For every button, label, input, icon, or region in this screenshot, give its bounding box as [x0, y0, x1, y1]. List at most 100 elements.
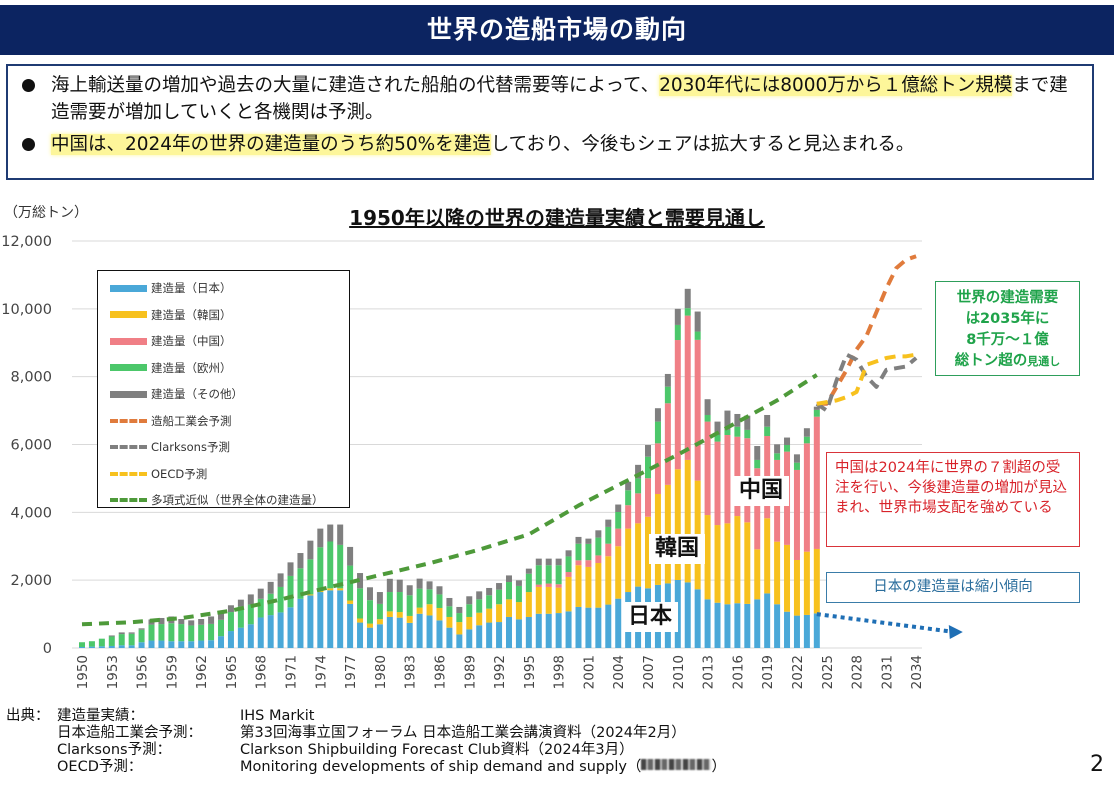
- x-tick-label: 2025: [820, 655, 836, 689]
- bullet2-text: しており、今後もシェアは拡大すると見込まれる。: [490, 134, 915, 155]
- bar-europe-2009: [664, 386, 671, 404]
- bar-europe-2015: [724, 429, 731, 436]
- bar-other-1979: [366, 587, 373, 601]
- bar-europe-1995: [525, 573, 532, 593]
- bar-korea-1973: [307, 594, 314, 596]
- bar-japan-1959: [168, 641, 175, 648]
- bar-europe-1990: [476, 599, 483, 613]
- legend-swatch: [110, 337, 147, 345]
- bar-europe-1956: [138, 629, 145, 643]
- bar-other-1980: [376, 592, 383, 604]
- bar-europe-2010: [674, 324, 681, 341]
- x-tick-label: 1950: [75, 655, 91, 689]
- bar-japan-1987: [446, 627, 453, 648]
- bar-europe-2012: [694, 331, 701, 340]
- bar-japan-2024: [813, 613, 820, 648]
- bar-europe-1976: [337, 544, 344, 589]
- y-tick-label: 12,000: [1, 234, 52, 250]
- bar-japan-1954: [118, 645, 125, 648]
- bar-other-2003: [605, 519, 612, 527]
- bar-europe-1996: [535, 565, 542, 585]
- bar-other-2006: [635, 464, 642, 479]
- x-tick-label: 2001: [581, 655, 597, 689]
- bar-japan-1979: [366, 627, 373, 648]
- chart-title: 1950年以降の世界の建造量実績と需要見通し: [0, 202, 1114, 231]
- arrow-right-icon: [948, 625, 963, 640]
- legend-item: Clarksons予測: [110, 434, 349, 461]
- x-tick-label: 2031: [879, 655, 895, 689]
- bar-europe-2021: [784, 445, 791, 452]
- bar-china-2010: [674, 340, 681, 470]
- annotation-japan: 日本の建造量は縮小傾向: [826, 572, 1080, 603]
- bar-japan-2015: [724, 604, 731, 648]
- bar-japan-1951: [88, 646, 95, 648]
- footer-prefix: 出典：: [6, 708, 50, 724]
- bar-korea-2018: [754, 549, 761, 600]
- x-tick-label: 1953: [105, 655, 121, 689]
- x-tick-label: 2019: [760, 655, 776, 689]
- redacted-text: [641, 759, 712, 770]
- bar-china-2002: [595, 555, 602, 564]
- bar-korea-2006: [635, 523, 642, 587]
- legend-label: 造船工業会予測: [151, 413, 232, 428]
- legend-item: 建造量（中国）: [110, 328, 349, 355]
- legend-item: 建造量（日本）: [110, 275, 349, 302]
- bar-japan-1962: [198, 640, 205, 648]
- line-polynomial-trend: [81, 373, 818, 627]
- bar-korea-1976: [337, 588, 344, 591]
- bar-europe-1967: [247, 604, 254, 625]
- bar-other-1984: [416, 578, 423, 589]
- bar-korea-2000: [575, 565, 582, 607]
- x-tick-label: 1968: [254, 655, 270, 689]
- bar-china-2014: [714, 441, 721, 526]
- bar-other-2001: [585, 538, 592, 544]
- bar-japan-2000: [575, 606, 582, 648]
- legend-item: 建造量（その他）: [110, 381, 349, 408]
- bar-korea-2010: [674, 469, 681, 580]
- bar-japan-2016: [734, 603, 741, 648]
- bar-europe-2006: [635, 478, 642, 494]
- bar-korea-2001: [585, 566, 592, 608]
- bar-japan-2002: [595, 607, 602, 648]
- bar-korea-1988: [456, 622, 463, 635]
- footer-label: Clarksons予測：: [57, 742, 172, 758]
- bar-europe-1993: [505, 582, 512, 600]
- bar-other-1967: [247, 594, 254, 605]
- bar-china-2000: [575, 560, 582, 566]
- bar-japan-1956: [138, 642, 145, 648]
- bar-europe-1980: [376, 603, 383, 620]
- bar-other-1982: [396, 579, 403, 593]
- bar-japan-2022: [793, 615, 800, 648]
- bar-china-2011: [684, 315, 691, 460]
- legend-item: 多項式近似（世界全体の建造量）: [110, 487, 349, 514]
- bar-korea-2005: [625, 528, 632, 593]
- bar-europe-1972: [297, 568, 304, 599]
- bullet-dot-icon: [22, 138, 35, 151]
- bar-other-1991: [486, 587, 493, 596]
- legend-swatch: [110, 364, 147, 372]
- bar-china-2018: [754, 468, 761, 550]
- bar-china-2024: [813, 416, 820, 549]
- footer-value: IHS Markit: [240, 708, 315, 724]
- bar-japan-1991: [486, 622, 493, 648]
- bar-china-2008: [654, 443, 661, 495]
- bar-japan-1998: [555, 613, 562, 648]
- bar-europe-1979: [366, 600, 373, 624]
- x-tick-label: 2034: [909, 655, 925, 689]
- bar-other-1969: [267, 581, 274, 594]
- bar-korea-1999: [565, 576, 572, 612]
- bar-other-2021: [784, 437, 791, 446]
- bar-other-1987: [446, 597, 453, 607]
- y-tick-label: 2,000: [10, 573, 52, 589]
- x-tick-label: 1983: [403, 655, 419, 689]
- bar-japan-2021: [784, 611, 791, 648]
- bar-japan-2004: [615, 598, 622, 648]
- bar-korea-2017: [744, 522, 751, 604]
- bar-japan-1974: [317, 592, 324, 648]
- bar-europe-1963: [208, 623, 215, 641]
- bar-other-1953: [108, 635, 115, 637]
- bar-other-1990: [476, 591, 483, 600]
- bar-japan-1984: [416, 613, 423, 648]
- bar-other-1966: [237, 599, 244, 607]
- x-tick-label: 1977: [343, 655, 359, 689]
